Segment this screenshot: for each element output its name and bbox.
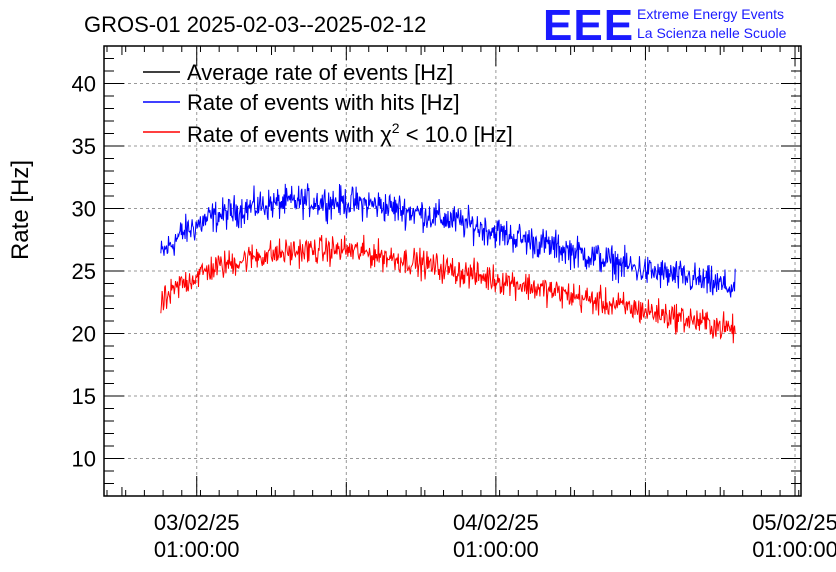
x-tick-time: 01:00:00 [154,537,240,562]
legend-label-hits: Rate of events with hits [Hz] [187,90,460,115]
x-tick-date: 05/02/25 [752,510,836,535]
legend-label-chi2: Rate of events with χ2 < 10.0 [Hz] [187,120,513,147]
legend-label-average: Average rate of events [Hz] [187,60,453,85]
y-tick-label: 15 [72,384,96,409]
y-axis-title: Rate [Hz] [7,160,34,260]
x-tick-time: 01:00:00 [752,537,836,562]
y-tick-labels: 10 15 20 25 30 35 40 [72,72,96,472]
axis-ticks [104,45,801,497]
y-tick-label: 25 [72,259,96,284]
logo-line2: La Scienza nelle Scuole [637,25,787,41]
series-line-1 [160,183,736,298]
series-group [160,183,736,344]
x-tick-date: 03/02/25 [154,510,240,535]
y-tick-label: 35 [72,134,96,159]
eee-logo: EEE Extreme Energy Events La Scienza nel… [543,1,787,50]
legend: Average rate of events [Hz] Rate of even… [143,60,513,147]
x-tick-labels: 03/02/2501:00:0004/02/2501:00:0005/02/25… [154,510,836,562]
series-line-2 [160,234,736,344]
logo-line1: Extreme Energy Events [637,6,784,22]
x-tick-time: 01:00:00 [453,537,539,562]
y-tick-label: 30 [72,197,96,222]
y-tick-label: 10 [72,447,96,472]
x-tick-date: 04/02/25 [453,510,539,535]
logo-letters: EEE [543,1,634,50]
chart-title: GROS-01 2025-02-03--2025-02-12 [84,12,426,37]
y-tick-label: 20 [72,322,96,347]
y-tick-label: 40 [72,72,96,97]
